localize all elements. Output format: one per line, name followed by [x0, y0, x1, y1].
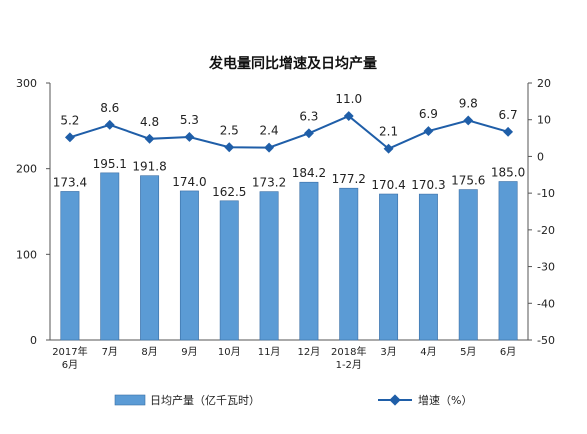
x-tick-label: 4月: [420, 346, 436, 358]
line-point: [64, 132, 75, 143]
y-right-tick-label: -10: [537, 187, 555, 200]
legend: 日均产量（亿千瓦时） 增速（%）: [114, 393, 472, 407]
line-point: [264, 142, 275, 153]
bar: [379, 193, 399, 341]
x-tick-label: 3月: [380, 346, 396, 358]
y-left-tick-label: 300: [16, 77, 37, 90]
line-point: [184, 132, 195, 142]
chart-title: 发电量同比增速及日均产量: [208, 55, 377, 72]
y-right-tick-label: 20: [537, 77, 551, 90]
bar: [299, 181, 319, 341]
bar-value-label: 177.2: [332, 172, 366, 186]
line-point: [423, 126, 434, 137]
bar: [418, 193, 438, 341]
line-value-label: 6.3: [299, 109, 318, 123]
y-left-tick-label: 200: [16, 163, 37, 176]
x-tick-label: 5月: [460, 346, 476, 358]
x-tick-label: 6月: [62, 359, 78, 371]
bar-value-label: 173.4: [53, 175, 87, 189]
line-point: [503, 126, 514, 137]
bars: [60, 172, 518, 341]
bar: [60, 191, 80, 341]
line-value-label: 11.0: [335, 92, 362, 106]
x-tick-label: 9月: [181, 346, 197, 358]
x-tick-label: 2018年: [331, 345, 366, 358]
legend-line-marker: [389, 394, 401, 406]
x-tick-label: 1-2月: [336, 359, 362, 371]
line-series-path: [69, 114, 509, 150]
y-right-tick-label: 0: [537, 150, 544, 163]
y-right-tick-label: -30: [537, 261, 555, 274]
line-value-label: 2.1: [379, 125, 398, 139]
line-point: [104, 119, 115, 130]
legend-bar-swatch: [114, 394, 146, 406]
bar-value-label: 170.4: [371, 178, 405, 192]
line-value-label: 2.4: [260, 124, 279, 138]
bar: [140, 175, 160, 341]
line-layer: [64, 111, 514, 154]
x-tick-label: 8月: [141, 346, 157, 358]
legend-bar-label: 日均产量（亿千瓦时）: [150, 393, 260, 407]
line-point: [303, 128, 314, 139]
bar-value-label: 191.8: [132, 160, 166, 174]
bar-value-label: 185.0: [491, 166, 525, 180]
line-point: [224, 142, 235, 153]
y-left-tick-label: 0: [30, 334, 37, 347]
legend-line-label: 增速（%）: [418, 393, 472, 407]
line-point: [463, 115, 474, 126]
bar-value-label: 170.3: [411, 178, 445, 192]
bar: [339, 187, 359, 341]
x-tick-label: 7月: [102, 346, 118, 358]
line-value-label: 9.8: [459, 96, 478, 110]
x-tick-label: 2017年: [52, 345, 87, 358]
bar-value-label: 175.6: [451, 174, 485, 188]
x-tick-label: 11月: [258, 346, 281, 358]
line-value-label: 6.9: [419, 107, 438, 121]
y-right-tick-label: -40: [537, 297, 555, 310]
x-tick-label: 10月: [218, 346, 241, 358]
x-tick-label: 12月: [298, 346, 321, 358]
bar-value-label: 195.1: [93, 157, 127, 171]
bar-labels: 173.4 195.1 191.8 174.0 162.5 173.2 184.2 177.2…: [53, 157, 526, 199]
bar: [100, 172, 120, 341]
y-right-tick-label: 10: [537, 114, 551, 127]
line-labels: 5.2 8.6 4.8 5.3 2.5 2.4 6.3 11.0 2.1 6.9 9.8 6.7: [60, 92, 517, 139]
line-value-label: 4.8: [140, 115, 159, 129]
bar-value-label: 162.5: [212, 185, 246, 199]
bar: [259, 191, 279, 341]
line-value-label: 8.6: [100, 101, 119, 115]
y-left-tick-label: 100: [16, 248, 37, 261]
line-value-label: 5.3: [180, 113, 199, 127]
axes: 0 100 200 300 -50 -40 -30 -20 -10 0 10 20: [16, 77, 555, 347]
y-right-tick-label: -50: [537, 334, 555, 347]
bar: [219, 200, 239, 341]
bar: [179, 190, 199, 341]
line-value-label: 5.2: [60, 113, 79, 127]
line-point: [383, 143, 394, 154]
line-point: [144, 133, 155, 144]
bar: [498, 181, 518, 341]
bar-value-label: 173.2: [252, 176, 286, 190]
y-right-tick-label: -20: [537, 224, 555, 237]
bar: [458, 189, 478, 341]
bar-value-label: 184.2: [292, 166, 326, 180]
x-tick-label: 6月: [500, 346, 516, 358]
bar-value-label: 174.0: [172, 175, 206, 189]
line-value-label: 6.7: [499, 108, 518, 122]
line-value-label: 2.5: [220, 123, 239, 137]
